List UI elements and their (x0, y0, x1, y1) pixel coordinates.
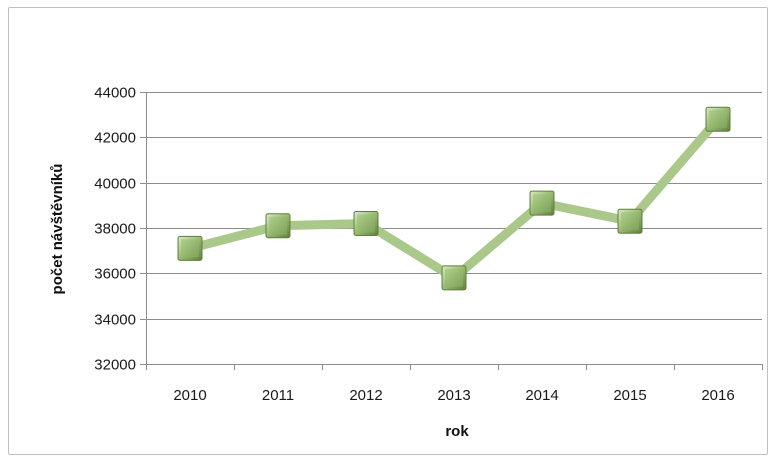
y-tick-label: 40000 (94, 176, 136, 193)
y-tick-label: 38000 (94, 221, 136, 238)
data-point-bevel (357, 214, 375, 233)
data-point-2015 (617, 208, 643, 234)
x-tick-label: 2016 (701, 387, 734, 404)
x-tick-label: 2013 (437, 387, 470, 404)
x-tick-label: 2012 (349, 387, 382, 404)
y-tick-label: 32000 (94, 357, 136, 374)
y-tick-label: 42000 (94, 130, 136, 147)
y-tick-label: 34000 (94, 312, 136, 329)
series-layer (177, 106, 731, 291)
data-point-2013 (441, 265, 467, 291)
data-point-bevel (533, 194, 551, 213)
y-tick-label: 44000 (94, 85, 136, 102)
x-tick-label: 2011 (262, 387, 294, 404)
series-line (185, 114, 723, 283)
x-axis-title: rok (445, 423, 469, 440)
data-point-2014 (529, 190, 555, 216)
data-point-bevel (621, 212, 639, 231)
y-axis-title: počet návštěvníků (49, 164, 66, 295)
data-point-bevel (269, 216, 287, 235)
x-tick-labels: 2010 2011 2012 2013 2014 2015 2016 (173, 387, 734, 404)
x-tick-label: 2015 (613, 387, 646, 404)
axes (146, 92, 763, 370)
data-point-2016 (705, 106, 731, 132)
x-tick-label: 2014 (525, 387, 558, 404)
x-tick-label: 2010 (173, 387, 206, 404)
data-point-2011 (265, 213, 291, 239)
y-tick-label: 36000 (94, 266, 136, 283)
gridlines (140, 92, 762, 365)
y-tick-labels: 32000 34000 36000 38000 40000 42000 44000 (94, 85, 136, 374)
data-point-bevel (445, 268, 463, 287)
data-point-bevel (181, 239, 199, 258)
data-point-bevel (709, 110, 727, 129)
data-point-2010 (177, 235, 203, 261)
data-point-2012 (353, 210, 379, 236)
